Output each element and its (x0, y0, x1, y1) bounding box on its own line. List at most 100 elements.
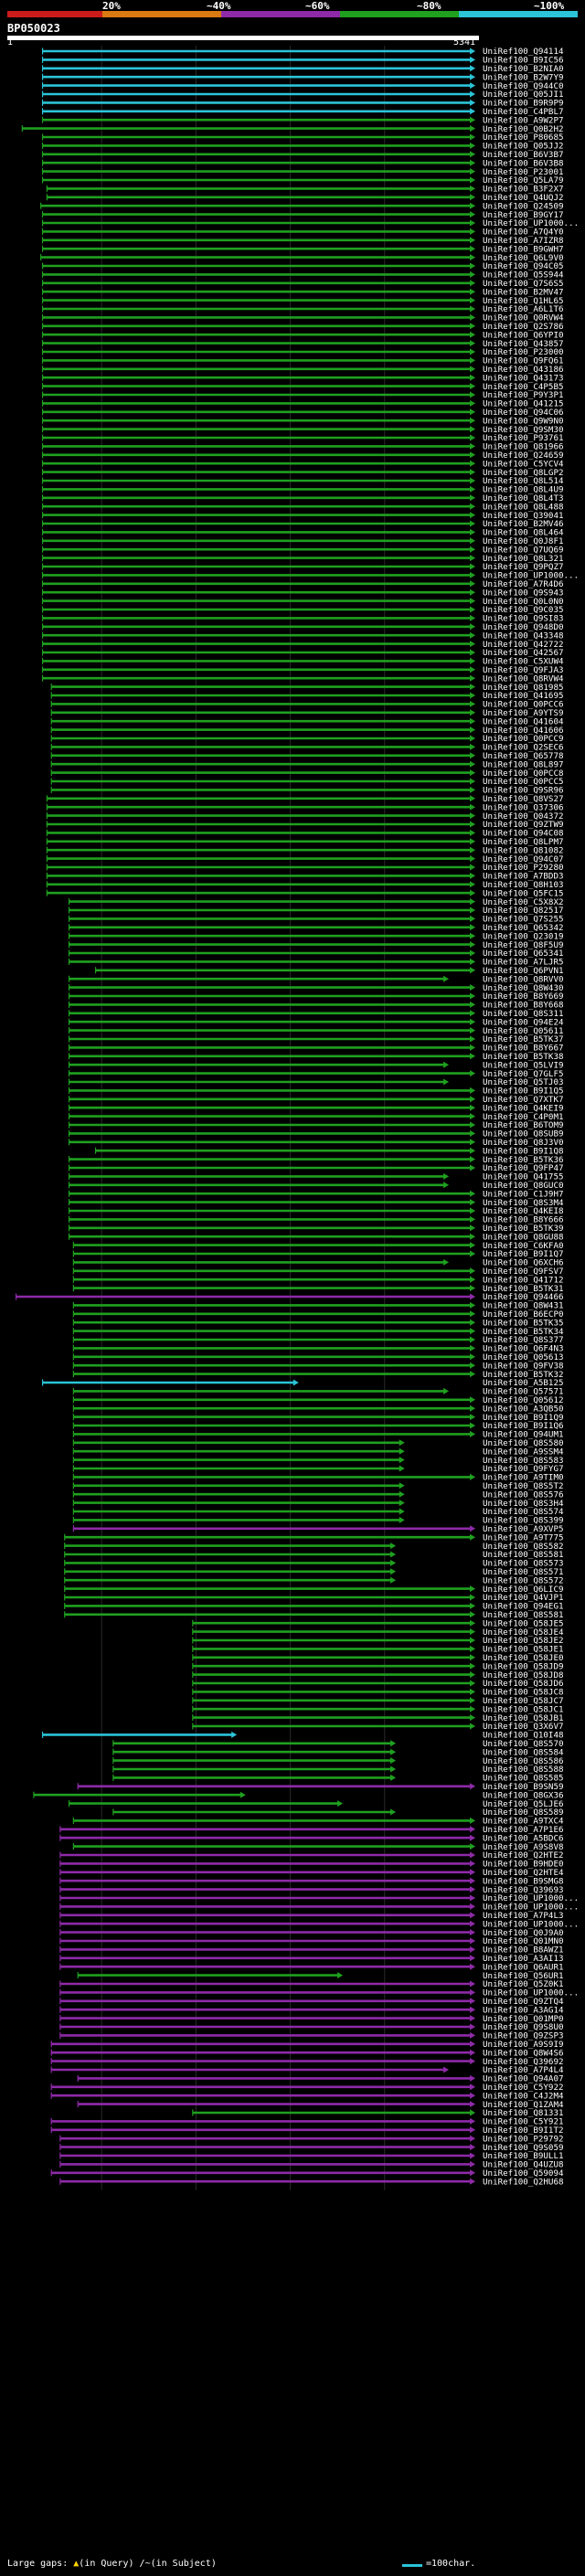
hit-row[interactable]: UniRef100_Q81966 (41, 442, 564, 452)
hit-label[interactable]: UniRef100_Q37306 (483, 802, 564, 812)
hit-row[interactable]: UniRef100_C4J2M4 (50, 2091, 564, 2101)
hit-row[interactable]: UniRef100_P23000 (41, 347, 564, 357)
hit-row[interactable]: UniRef100_B5TK32 (72, 1370, 564, 1380)
hit-row[interactable]: UniRef100_B9ULL1 (59, 2151, 564, 2161)
hit-row[interactable]: UniRef100_Q58JC8 (192, 1688, 564, 1698)
hit-row[interactable]: UniRef100_Q8RVV0 (68, 974, 564, 984)
hit-label[interactable]: UniRef100_Q8J3V0 (483, 1138, 564, 1148)
hit-row[interactable]: UniRef100_Q8S573 (64, 1559, 564, 1569)
hit-row[interactable]: UniRef100_Q9FP47 (68, 1163, 564, 1173)
hit-row[interactable]: UniRef100_Q8S583 (72, 1456, 564, 1466)
hit-label[interactable]: UniRef100_Q5FC15 (483, 888, 564, 898)
hit-label[interactable]: UniRef100_Q8VS27 (483, 794, 564, 804)
hit-row[interactable]: UniRef100_A9TIM0 (72, 1473, 564, 1483)
hit-row[interactable]: UniRef100_Q8S399 (72, 1516, 564, 1526)
hit-row[interactable]: UniRef100_Q8J3V0 (68, 1138, 564, 1148)
hit-label[interactable]: UniRef100_Q9FV38 (483, 1361, 564, 1371)
hit-label[interactable]: UniRef100_B8Y667 (483, 1044, 564, 1054)
hit-label[interactable]: UniRef100_Q9ZSP3 (483, 2031, 564, 2041)
hit-label[interactable]: UniRef100_B9I1Q9 (483, 1413, 564, 1423)
hit-label[interactable]: UniRef100_A5B125 (483, 1378, 564, 1388)
hit-row[interactable]: UniRef100_B5TK38 (68, 1052, 564, 1062)
hit-row[interactable]: UniRef100_Q58JE0 (192, 1653, 564, 1663)
hit-label[interactable]: UniRef100_Q8L464 (483, 528, 564, 538)
hit-label[interactable]: UniRef100_B9I1Q8 (483, 1146, 564, 1156)
hit-row[interactable]: UniRef100_Q58JD8 (192, 1670, 564, 1680)
hit-label[interactable]: UniRef100_Q8S399 (483, 1516, 564, 1526)
hit-label[interactable]: UniRef100_Q8S586 (483, 1756, 564, 1766)
hit-row[interactable]: UniRef100_Q01MN0 (59, 1936, 564, 1946)
hit-row[interactable]: UniRef100_Q39692 (50, 2057, 564, 2067)
hit-row[interactable]: UniRef100_Q5LVI9 (68, 1060, 564, 1070)
hit-label[interactable]: UniRef100_Q8L321 (483, 554, 564, 564)
hit-label[interactable]: UniRef100_B9I1Q7 (483, 1249, 564, 1259)
hit-row[interactable]: UniRef100_Q8S3M4 (68, 1198, 564, 1208)
hit-label[interactable]: UniRef100_Q94466 (483, 1292, 564, 1302)
hit-row[interactable]: UniRef100_Q0PCC9 (50, 734, 564, 744)
hit-row[interactable]: UniRef100_Q43348 (41, 631, 564, 641)
hit-row[interactable]: UniRef100_Q9W9N0 (41, 416, 564, 426)
hit-label[interactable]: UniRef100_Q9FJA3 (483, 665, 564, 675)
hit-label[interactable]: UniRef100_Q8SUB9 (483, 1129, 564, 1140)
hit-row[interactable]: UniRef100_B9I1Q5 (68, 1087, 564, 1097)
hit-row[interactable]: UniRef100_Q58JC7 (192, 1696, 564, 1706)
hit-label[interactable]: UniRef100_UP1000... (483, 1893, 579, 1903)
hit-row[interactable]: UniRef100_Q9SI83 (41, 614, 564, 624)
hit-label[interactable]: UniRef100_B9SMG8 (483, 1876, 564, 1886)
hit-row[interactable]: UniRef100_P80685 (41, 133, 564, 143)
hit-row[interactable]: UniRef100_Q0J8F1 (41, 536, 564, 546)
hit-row[interactable]: UniRef100_Q7S255 (68, 915, 564, 925)
hit-row[interactable]: UniRef100_Q65342 (68, 923, 564, 933)
hit-label[interactable]: UniRef100_Q9SI83 (483, 614, 564, 624)
hit-label[interactable]: UniRef100_Q94E24 (483, 1017, 564, 1027)
hit-label[interactable]: UniRef100_A7IZR8 (483, 236, 564, 246)
hit-row[interactable]: UniRef100_B9GY17 (41, 210, 564, 220)
hit-row[interactable]: UniRef100_Q8S589 (112, 1807, 564, 1818)
hit-label[interactable]: UniRef100_Q0B2H2 (483, 124, 564, 134)
hit-row[interactable]: UniRef100_A9S9I9 (50, 2040, 564, 2050)
hit-row[interactable]: UniRef100_Q0L0N0 (41, 597, 564, 607)
hit-label[interactable]: UniRef100_Q58JE1 (483, 1645, 564, 1655)
hit-label[interactable]: UniRef100_Q8RVV0 (483, 974, 564, 984)
hit-row[interactable]: UniRef100_Q0B2H2 (21, 124, 564, 134)
hit-row[interactable]: UniRef100_A7Q4Y0 (41, 228, 564, 238)
hit-row[interactable]: UniRef100_A9YTS9 (50, 708, 564, 718)
hit-row[interactable]: UniRef100_Q10I48 (41, 1731, 564, 1741)
hit-label[interactable]: UniRef100_Q0L0N0 (483, 597, 564, 607)
hit-label[interactable]: UniRef100_Q8S584 (483, 1747, 564, 1757)
hit-row[interactable]: UniRef100_Q05611 (68, 1026, 564, 1036)
hit-label[interactable]: UniRef100_A9T775 (483, 1532, 564, 1542)
hit-label[interactable]: UniRef100_Q8GX36 (483, 1790, 564, 1800)
hit-row[interactable]: UniRef100_Q5FC15 (46, 888, 564, 898)
hit-label[interactable]: UniRef100_Q8RVW4 (483, 673, 564, 684)
hit-row[interactable]: UniRef100_Q9SM30 (41, 425, 564, 435)
hit-label[interactable]: UniRef100_Q7S255 (483, 915, 564, 925)
hit-label[interactable]: UniRef100_Q8S311 (483, 1009, 564, 1019)
hit-label[interactable]: UniRef100_Q2HU68 (483, 2177, 564, 2187)
hit-row[interactable]: UniRef100_Q8GUC0 (68, 1181, 564, 1191)
hit-label[interactable]: UniRef100_A9XVP5 (483, 1524, 564, 1534)
hit-row[interactable]: UniRef100_Q65778 (50, 751, 564, 761)
hit-row[interactable]: UniRef100_Q8LGP2 (41, 468, 564, 478)
hit-row[interactable]: UniRef100_Q8L514 (41, 476, 564, 486)
hit-row[interactable]: UniRef100_Q3X6V7 (192, 1722, 564, 1732)
hit-label[interactable]: UniRef100_Q58JB1 (483, 1713, 564, 1723)
hit-label[interactable]: UniRef100_Q8L514 (483, 476, 564, 486)
hit-row[interactable]: UniRef100_Q4KEI8 (68, 1206, 564, 1216)
hit-row[interactable]: UniRef100_Q94466 (15, 1292, 564, 1302)
hit-row[interactable]: UniRef100_A5B125 (41, 1378, 564, 1388)
hit-label[interactable]: UniRef100_B9HDE0 (483, 1860, 564, 1870)
hit-row[interactable]: UniRef100_Q9ZTW9 (46, 820, 564, 830)
hit-label[interactable]: UniRef100_Q65778 (483, 751, 564, 761)
hit-row[interactable]: UniRef100_Q05JI1 (41, 90, 564, 100)
hit-label[interactable]: UniRef100_Q8S581 (483, 1550, 564, 1560)
hit-row[interactable]: UniRef100_Q948D0 (41, 622, 564, 632)
hit-label[interactable]: UniRef100_Q5S944 (483, 270, 564, 281)
hit-label[interactable]: UniRef100_P23001 (483, 167, 564, 177)
hit-row[interactable]: UniRef100_Q7UQ69 (41, 545, 564, 555)
hit-row[interactable]: UniRef100_B9I1T2 (50, 2125, 564, 2136)
hit-row[interactable]: UniRef100_Q37306 (46, 802, 564, 812)
hit-row[interactable]: UniRef100_Q5S944 (41, 270, 564, 281)
hit-label[interactable]: UniRef100_UP1000... (483, 1988, 579, 1998)
hit-label[interactable]: UniRef100_Q0J9A0 (483, 1928, 564, 1938)
